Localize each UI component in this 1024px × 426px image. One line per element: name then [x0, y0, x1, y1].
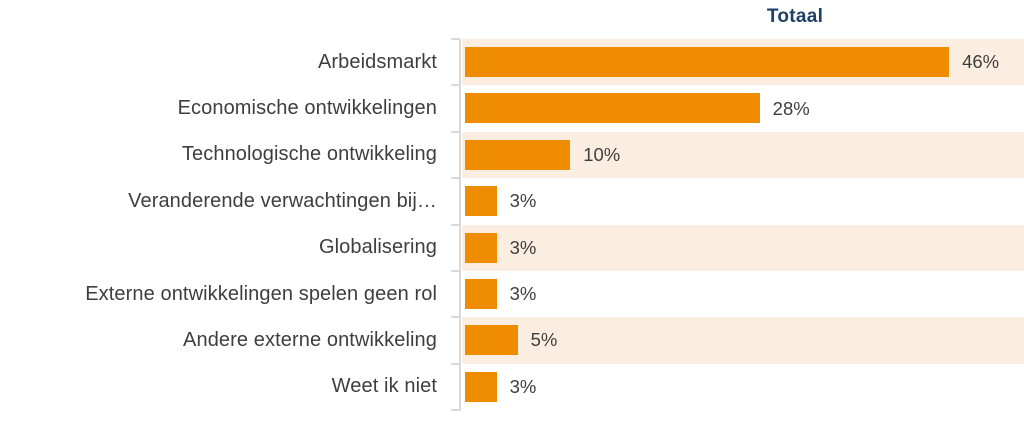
y-axis-line	[459, 39, 461, 411]
plot-area: Arbeidsmarkt 46% Economische ontwikkelinge…	[0, 39, 1024, 410]
chart-title: Totaal	[766, 6, 824, 27]
bar	[465, 278, 497, 309]
axis-tick	[451, 409, 460, 411]
category-label: Externe ontwikkelingen spelen geen rol	[85, 282, 437, 305]
row-band	[462, 224, 1024, 271]
chart-row: Globalisering 3%	[0, 224, 1024, 271]
chart-row: Externe ontwikkelingen spelen geen rol 3%	[0, 271, 1024, 317]
row-band	[462, 271, 1024, 317]
row-plot: 46%	[462, 39, 1024, 86]
axis-tick	[451, 130, 460, 133]
category-label: Economische ontwikkelingen	[177, 97, 437, 120]
value-label: 3%	[509, 190, 537, 212]
chart-row: Arbeidsmarkt 46%	[0, 39, 1024, 86]
row-plot: 3%	[462, 271, 1024, 317]
value-label: 46%	[962, 51, 1000, 73]
axis-tick	[451, 177, 460, 180]
row-plot: 3%	[462, 224, 1024, 271]
row-plot: 28%	[462, 85, 1024, 131]
chart-row: Veranderende verwachtingen bij… 3%	[0, 178, 1024, 224]
axis-tick	[451, 316, 460, 319]
value-label: 10%	[583, 143, 621, 165]
axis-tick	[451, 269, 460, 272]
category-label: Veranderende verwachtingen bij…	[128, 189, 437, 212]
bar	[465, 325, 518, 356]
row-plot: 3%	[462, 364, 1024, 410]
chart-row: Andere externe ontwikkeling 5%	[0, 317, 1024, 364]
row-band	[462, 317, 1024, 364]
value-label: 3%	[509, 236, 537, 258]
value-label: 3%	[509, 375, 537, 397]
category-label: Andere externe ontwikkeling	[183, 328, 437, 351]
chart-row: Technologische ontwikkeling 10%	[0, 131, 1024, 179]
category-label: Technologische ontwikkeling	[181, 143, 437, 166]
value-label: 3%	[509, 283, 537, 305]
bar	[465, 232, 497, 263]
category-label: Weet ik niet	[331, 375, 437, 398]
axis-tick	[451, 362, 460, 365]
category-label: Globalisering	[318, 236, 437, 259]
chart-row: Weet ik niet 3%	[0, 364, 1024, 410]
row-plot: 10%	[462, 131, 1024, 179]
chart-row: Economische ontwikkelingen 28%	[0, 85, 1024, 131]
value-label: 28%	[772, 97, 810, 119]
row-band	[462, 178, 1024, 224]
bar	[465, 186, 497, 217]
bar	[465, 47, 950, 77]
row-band	[462, 364, 1024, 410]
category-label: Arbeidsmarkt	[317, 50, 437, 73]
bar	[465, 371, 497, 402]
row-plot: 5%	[462, 317, 1024, 364]
axis-tick	[451, 38, 460, 40]
bar	[465, 93, 760, 124]
bar	[465, 139, 571, 170]
axis-tick	[451, 84, 460, 87]
value-label: 5%	[530, 329, 558, 351]
row-plot: 3%	[462, 178, 1024, 224]
axis-tick	[451, 223, 460, 226]
